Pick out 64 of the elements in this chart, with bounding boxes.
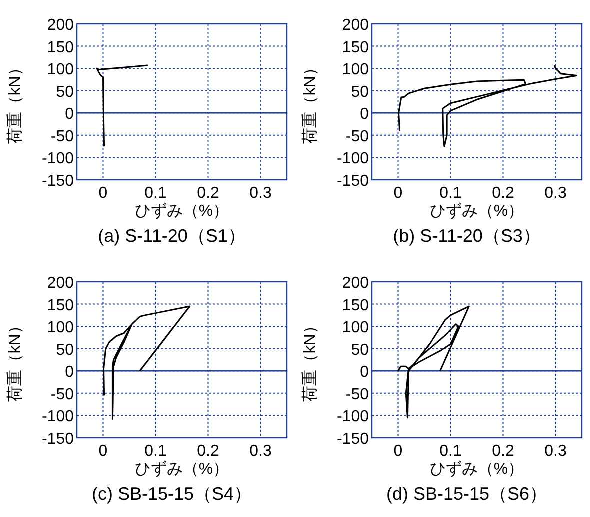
x-tick-label: 0.3	[250, 185, 272, 202]
y-tick-label: 150	[342, 297, 370, 314]
x-tick-label: 0.2	[492, 443, 514, 460]
y-tick-label: 0	[65, 364, 74, 382]
x-tick-label: 0.2	[197, 185, 220, 202]
y-tick-label: 50	[351, 84, 370, 101]
x-tick-label: 0.1	[440, 185, 462, 202]
line-series	[96, 64, 149, 148]
y-tick-label: -100	[336, 150, 370, 168]
y-tick-label: 100	[342, 62, 370, 79]
y-axis-title: 荷重（kN）	[6, 318, 24, 402]
y-tick-label: -50	[50, 386, 74, 404]
x-axis-title: ひずみ（%）	[134, 202, 230, 220]
x-tick-label: 0	[98, 185, 108, 202]
y-tick-label: -150	[42, 173, 74, 190]
x-tick-label: 0.1	[144, 185, 167, 202]
x-tick-label: 0.2	[197, 443, 220, 460]
y-tick-label: 50	[56, 342, 74, 359]
y-tick-label: -100	[42, 150, 74, 168]
y-tick-label: 200	[342, 275, 370, 292]
y-tick-label: 0	[360, 106, 370, 124]
x-tick-label: 0.3	[544, 443, 567, 460]
y-tick-label: 150	[342, 39, 370, 56]
text: (a) S-11-20（S1）	[98, 226, 246, 246]
y-tick-label: 50	[351, 342, 370, 359]
x-axis-title: ひずみ（%）	[430, 460, 524, 478]
line-series	[103, 306, 191, 420]
line-series	[398, 306, 470, 419]
x-tick-label: 0	[98, 443, 108, 460]
x-tick-label: 0.3	[250, 443, 272, 460]
y-tick-label: 150	[47, 297, 74, 314]
y-axis-title: 荷重（kN）	[301, 318, 319, 402]
x-tick-label: 0.3	[544, 185, 567, 202]
y-tick-label: -100	[336, 408, 370, 426]
x-axis-title: ひずみ（%）	[430, 202, 524, 220]
text: (d) SB-15-15（S6）	[386, 484, 548, 504]
y-tick-label: -150	[336, 431, 370, 448]
y-tick-label: 100	[47, 320, 74, 337]
y-tick-label: 100	[47, 62, 74, 79]
y-axis-title: 荷重（kN）	[6, 60, 24, 144]
y-tick-label: -50	[50, 128, 74, 146]
y-tick-label: -150	[336, 173, 370, 190]
y-tick-label: 200	[47, 17, 74, 34]
x-tick-label: 0	[394, 443, 403, 460]
y-tick-label: -50	[346, 128, 370, 146]
y-tick-label: -100	[42, 408, 74, 426]
y-tick-label: -150	[42, 431, 74, 448]
y-tick-label: 50	[56, 84, 74, 101]
y-tick-label: 0	[65, 106, 74, 124]
line-series	[398, 64, 578, 148]
y-tick-label: 0	[360, 364, 370, 382]
y-tick-label: 200	[342, 17, 370, 34]
text: (c) SB-15-15（S4）	[92, 484, 252, 504]
text: (b) S-11-20（S3）	[393, 226, 541, 246]
x-tick-label: 0.2	[492, 185, 514, 202]
x-tick-label: 0.1	[144, 443, 167, 460]
x-tick-label: 0	[394, 185, 403, 202]
y-tick-label: 100	[342, 320, 370, 337]
y-axis-title: 荷重（kN）	[301, 60, 319, 144]
y-tick-label: 200	[47, 275, 74, 292]
y-tick-label: 150	[47, 39, 74, 56]
x-axis-title: ひずみ（%）	[134, 460, 230, 478]
x-tick-label: 0.1	[440, 443, 462, 460]
y-tick-label: -50	[346, 386, 370, 404]
